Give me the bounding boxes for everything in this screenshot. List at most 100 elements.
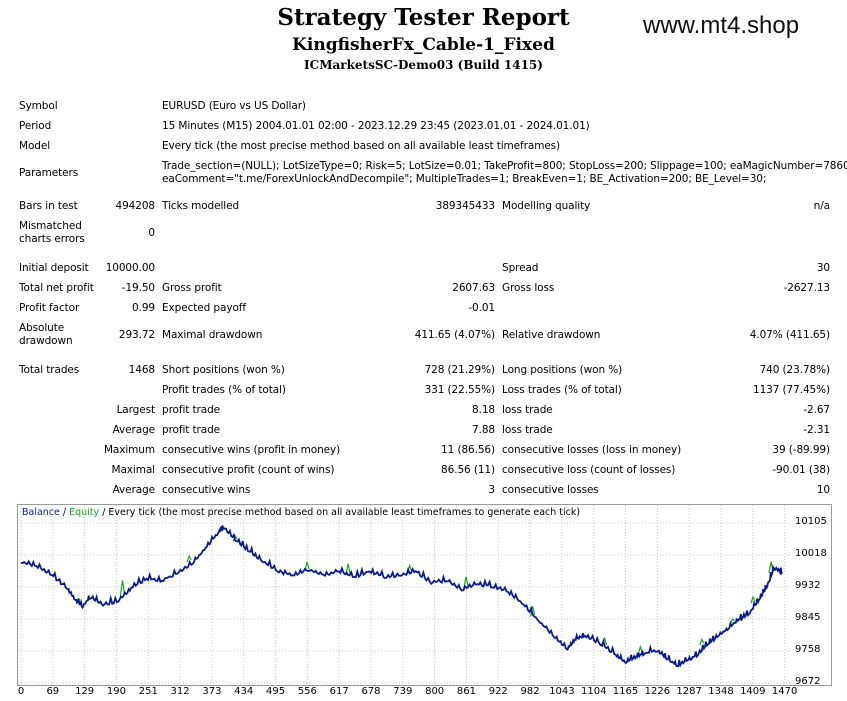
deposit-value: 10000.00 [105,262,155,274]
x-tick-label: 1470 [771,686,798,697]
x-tick-label: 982 [520,686,540,697]
average-label: Average [112,424,156,436]
model-value: Every tick (the most precise method base… [162,140,561,152]
gross-loss-value: -2627.13 [783,282,831,294]
x-tick-label: 861 [456,686,476,697]
x-tick-label: 373 [202,686,222,697]
mismatch-value: 0 [148,227,155,239]
average-consecutive-wins-value: 3 [488,484,495,496]
equity-spike [119,580,126,596]
x-tick-label: 190 [106,686,126,697]
largest-label: Largest [116,404,156,416]
largest-loss-value: -2.67 [803,404,830,416]
legend-balance: Balance [22,507,60,518]
spread-label: Spread [502,262,539,274]
x-tick-label: 251 [138,686,158,697]
profit-trades-value: 331 (22.55%) [424,384,496,396]
quality-value: n/a [813,200,830,212]
maximum-label: Maximum [103,444,155,456]
x-tick-label: 617 [329,686,349,697]
x-tick-label: 312 [170,686,190,697]
total-trades-value: 1468 [128,364,155,376]
maximal-consecutive-loss-value: -90.01 (38) [772,464,830,476]
expert-name: KingfisherFx_Cable-1_Fixed [292,35,555,55]
y-tick-label: 9672 [795,676,821,687]
symbol-label: Symbol [19,100,58,112]
expected-payoff-value: -0.01 [468,302,495,314]
balance-chart [17,504,832,686]
expected-payoff-label: Expected payoff [162,302,246,314]
x-tick-label: 1348 [708,686,734,697]
parameters-line-2: eaComment="t.me/ForexUnlockAndDecompile"… [162,173,767,185]
x-tick-label: 495 [265,686,286,697]
maximal-drawdown-value: 411.65 (4.07%) [414,329,495,341]
equity-spike [750,595,756,604]
parameters-line-1: Trade_section=(NULL); LotSizeType=0; Ris… [162,160,847,172]
largest-loss-label: loss trade [502,404,553,416]
legend-description: / Every tick (the most precise method ba… [99,507,581,518]
period-label: Period [19,120,52,132]
server-info: ICMarketsSC-Demo03 (Build 1415) [304,58,543,72]
average-consecutive-label: Average [112,484,156,496]
quality-label: Modelling quality [502,200,591,212]
period-value: 15 Minutes (M15) 2004.01.01 02:00 - 2023… [162,120,590,132]
y-tick-label: 9758 [795,644,821,655]
legend-equity: Equity [69,507,100,518]
long-positions-value: 740 (23.78%) [759,364,831,376]
x-tick-label: 129 [75,686,95,697]
maximal-consecutive-profit-value: 86.56 (11) [441,464,495,476]
x-tick-label: 1226 [644,686,671,697]
net-profit-value: -19.50 [121,282,155,294]
balance-chart-svg [18,505,790,685]
x-tick-label: 678 [361,686,381,697]
spread-value: 30 [816,262,830,274]
y-tick-label: 10105 [795,516,827,527]
average-consecutive-losses-label: consecutive losses [502,484,599,496]
x-tick-label: 1043 [549,686,575,697]
x-tick-label: 434 [234,686,254,697]
maximal-drawdown-label: Maximal drawdown [162,329,263,341]
x-tick-label: 1165 [612,686,639,697]
short-positions-value: 728 (21.29%) [424,364,496,376]
absolute-drawdown-value: 293.72 [118,329,155,341]
mismatch-label-1: Mismatched [19,220,82,232]
relative-drawdown-label: Relative drawdown [502,329,601,341]
equity-spike [304,561,310,571]
equity-spike [463,576,469,589]
maximal-consecutive-profit-label: consecutive profit (count of wins) [162,464,335,476]
report-title: Strategy Tester Report [277,4,570,31]
profit-factor-value: 0.99 [132,302,155,314]
parameters-label: Parameters [19,167,79,179]
average-consecutive-losses-value: 10 [816,484,830,496]
absolute-drawdown-label-2: drawdown [19,335,73,347]
profit-factor-label: Profit factor [19,302,80,314]
model-label: Model [19,140,51,152]
long-positions-label: Long positions (won %) [502,364,623,376]
max-consecutive-wins-value: 11 (86.56) [441,444,495,456]
balance-line [20,525,784,668]
relative-drawdown-value: 4.07% (411.65) [749,329,830,341]
equity-spike [186,554,192,563]
watermark-link[interactable]: www.mt4.shop [643,12,800,39]
deposit-label: Initial deposit [19,262,89,274]
gross-profit-label: Gross profit [162,282,222,294]
y-tick-label: 9845 [795,612,821,623]
largest-profit-label: profit trade [162,404,221,416]
x-tick-label: 1104 [580,686,607,697]
x-tick-label: 556 [297,686,317,697]
x-tick-label: 1287 [676,686,702,697]
equity-spike [699,637,705,646]
ticks-value: 389345433 [435,200,495,212]
equity-spike [530,606,536,617]
max-consecutive-wins-label: consecutive wins (profit in money) [162,444,341,456]
x-tick-label: 0 [17,686,25,697]
ticks-label: Ticks modelled [162,200,240,212]
x-tick-label: 922 [488,686,508,697]
loss-trades-label: Loss trades (% of total) [502,384,622,396]
x-tick-label: 739 [393,686,413,697]
bars-label: Bars in test [19,200,78,212]
short-positions-label: Short positions (won %) [162,364,285,376]
maximal-consecutive-loss-label: consecutive loss (count of losses) [502,464,676,476]
symbol-value: EURUSD (Euro vs US Dollar) [162,100,306,112]
x-tick-label: 69 [46,686,60,697]
